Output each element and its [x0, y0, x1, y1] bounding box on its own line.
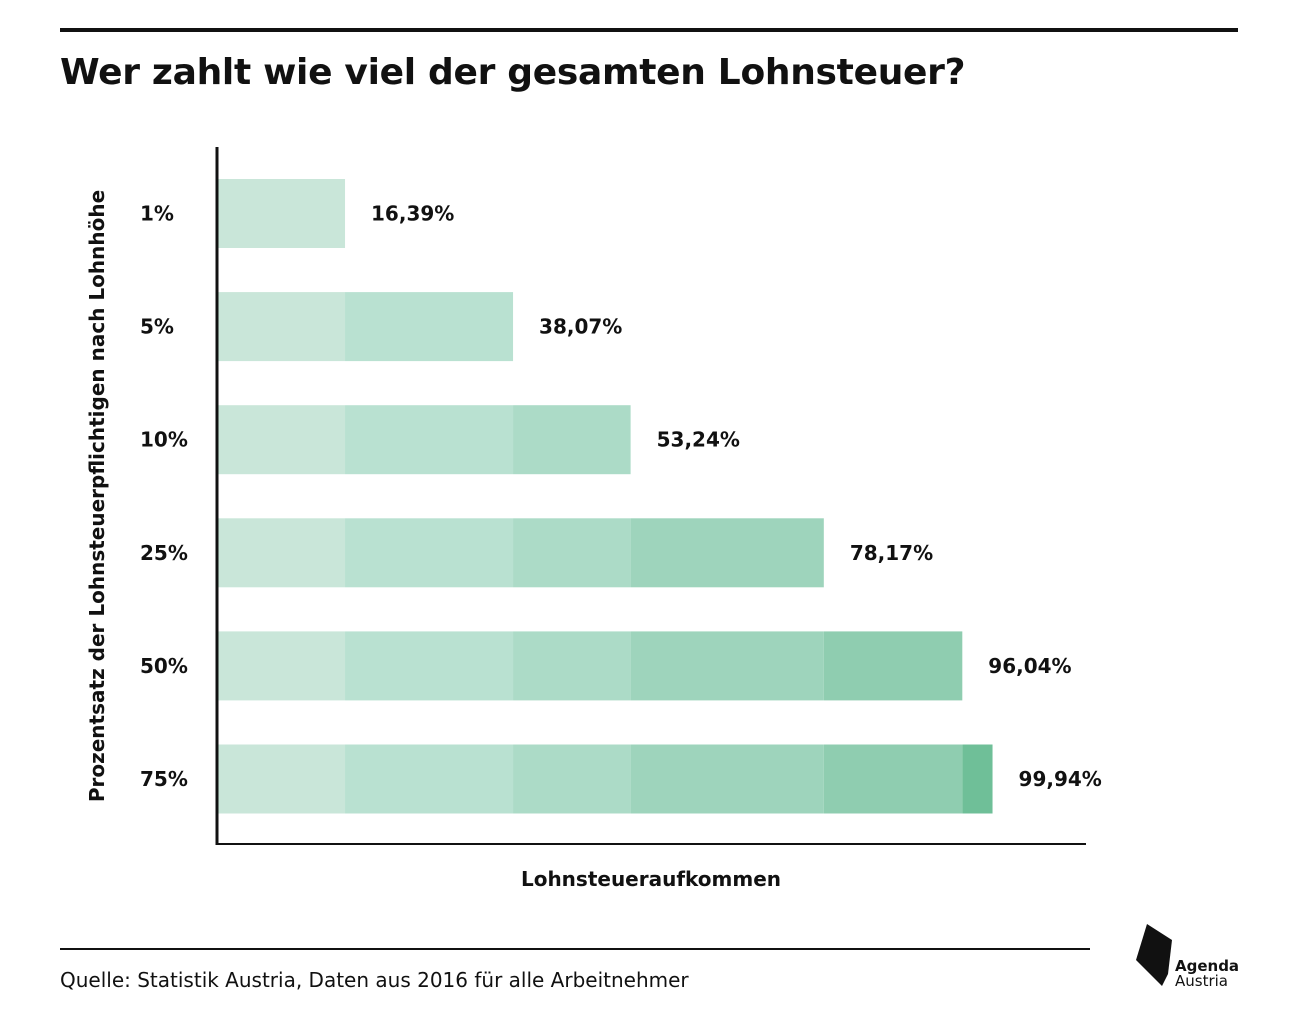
bar-segment [218, 292, 346, 362]
bar-segment [345, 518, 514, 588]
logo-text-agenda: Agenda [1175, 957, 1240, 975]
value-label: 96,04% [988, 654, 1071, 678]
chart-title: Wer zahlt wie viel der gesamten Lohnsteu… [60, 52, 966, 93]
category-label: 50% [140, 654, 188, 678]
bar-chart: 1% 16,39% 5% 38,07% 10% 53,24% 25% 78,17% 50% 96,… [85, 147, 1102, 891]
bar-segment [962, 744, 993, 814]
bar-segment [630, 518, 824, 588]
value-label: 78,17% [850, 541, 933, 565]
bar-segment [823, 631, 963, 701]
source-rule [60, 948, 1090, 950]
source-note: Quelle: Statistik Austria, Daten aus 201… [60, 968, 689, 992]
bar-segment [513, 631, 631, 701]
top-rule [60, 28, 1238, 32]
bar-segment [218, 744, 346, 814]
category-label: 25% [140, 541, 188, 565]
agenda-austria-logo-icon [1136, 924, 1172, 986]
bar-segment [345, 744, 514, 814]
logo-text-austria: Austria [1175, 972, 1228, 990]
bar-segment [218, 405, 346, 475]
bar-segment [513, 405, 631, 475]
bar-segment [218, 179, 346, 248]
bar-segment [513, 744, 631, 814]
bar-segment [345, 292, 514, 362]
category-label: 1% [140, 202, 174, 226]
bar-segment [345, 631, 514, 701]
bar-segment [218, 518, 346, 588]
category-label: 5% [140, 315, 174, 339]
value-label: 53,24% [657, 428, 740, 452]
category-label: 75% [140, 767, 188, 791]
x-axis-label: Lohnsteueraufkommen [521, 867, 781, 891]
bar-segment [218, 631, 346, 701]
value-label: 99,94% [1019, 767, 1102, 791]
y-axis-label: Prozentsatz der Lohnsteuerpflichtigen na… [85, 190, 109, 802]
bars-group: 1% 16,39% 5% 38,07% 10% 53,24% 25% 78,17% 50% 96,… [140, 179, 1102, 814]
value-label: 16,39% [371, 202, 454, 226]
bar-segment [630, 744, 824, 814]
bar-segment [513, 518, 631, 588]
bar-segment [630, 631, 824, 701]
bar-segment [823, 744, 963, 814]
category-label: 10% [140, 428, 188, 452]
value-label: 38,07% [539, 315, 622, 339]
bar-segment [345, 405, 514, 475]
